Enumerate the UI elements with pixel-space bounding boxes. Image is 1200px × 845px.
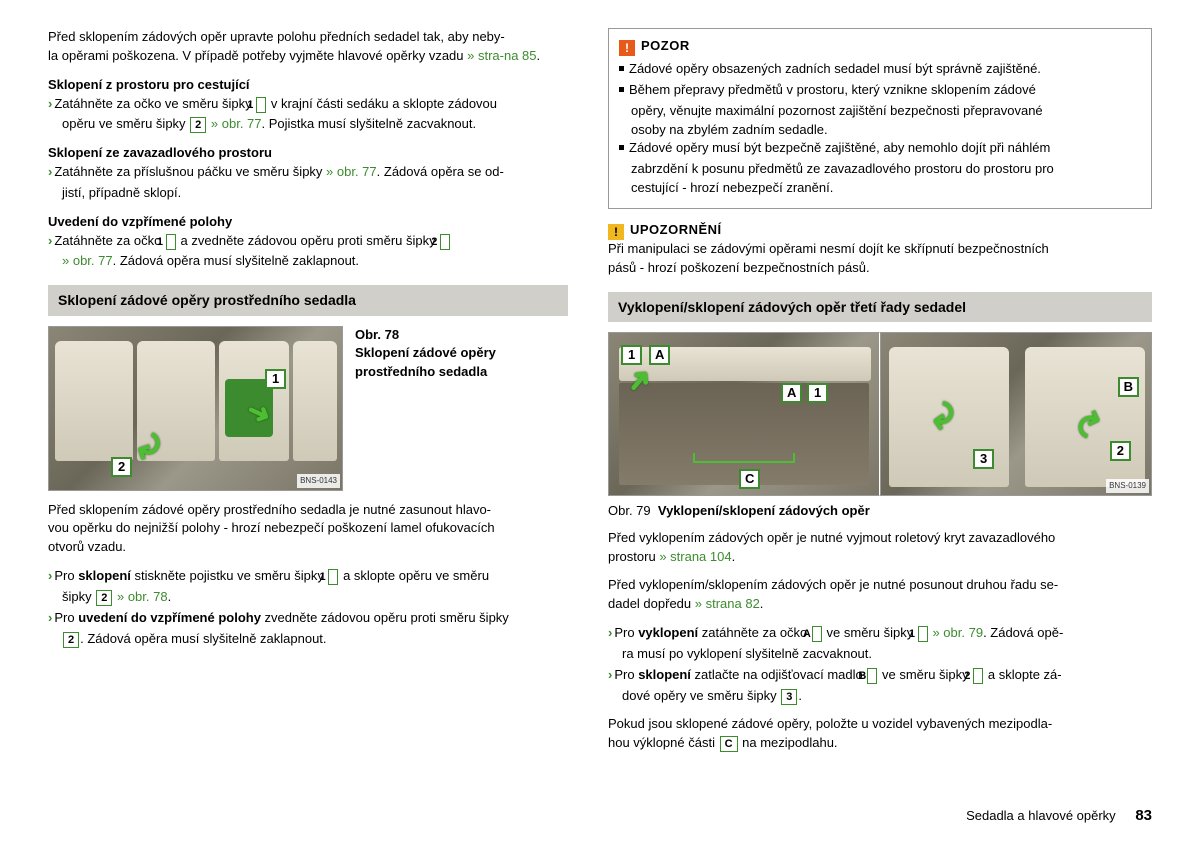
ref-C: C xyxy=(720,736,738,752)
ref-1: 1 xyxy=(918,626,928,642)
notice-icon: ! xyxy=(608,224,624,240)
page-number: 83 xyxy=(1135,807,1152,824)
middle-seat-note: Před sklopením zádové opěry prostředního… xyxy=(48,501,568,558)
left-column: Před sklopením zádových opěr upravte pol… xyxy=(48,28,568,763)
callout-1: 1 xyxy=(265,369,286,389)
ref-2: 2 xyxy=(63,632,79,648)
callout-C: C xyxy=(739,469,760,489)
figure-78-row: 1 ➜ 2 ↷ BNS-0143 Obr. 78 Sklopení zádové… xyxy=(48,326,568,491)
xref-fig77[interactable]: » obr. 77 xyxy=(211,116,262,131)
heading-luggage-area: Sklopení ze zavazadlového prostoru xyxy=(48,144,568,163)
page-footer: Sedadla a hlavové opěrky 83 xyxy=(966,805,1152,827)
figure-79: 1 A A 1 C ➜ B 2 3 ↷ ↷ xyxy=(608,332,1152,521)
figure-79-right: B 2 3 ↷ ↷ BNS-0139 xyxy=(880,332,1152,496)
right-column: !POZOR Zádové opěry obsazených zadních s… xyxy=(608,28,1152,763)
notice-upozorneni: !UPOZORNĚNÍ Při manipulaci se zádovými o… xyxy=(608,221,1152,278)
footer-section: Sedadla a hlavové opěrky xyxy=(966,808,1116,823)
figure-78-title: Sklopení zádové opěry prostředního sedad… xyxy=(355,344,568,382)
heading-upright: Uvedení do vzpřímené polohy xyxy=(48,213,568,232)
figure-78-label: Obr. 78 xyxy=(355,326,568,345)
chevron-icon: › xyxy=(48,164,52,179)
callout-1: 1 xyxy=(807,383,828,403)
xref-fig79[interactable]: » obr. 79 xyxy=(932,625,983,640)
xref-fig77[interactable]: » obr. 77 xyxy=(62,253,113,268)
ref-1: 1 xyxy=(166,234,176,250)
warning-icon: ! xyxy=(619,40,635,56)
section-third-row: Vyklopení/sklopení zádových opěr třetí ř… xyxy=(608,292,1152,322)
section-middle-seat: Sklopení zádové opěry prostředního sedad… xyxy=(48,285,568,315)
page-columns: Před sklopením zádových opěr upravte pol… xyxy=(48,28,1152,763)
third-row-footer: Pokud jsou sklopené zádové opěry, položt… xyxy=(608,715,1152,753)
xref-page104[interactable]: » strana 104 xyxy=(659,549,731,564)
xref-page85[interactable]: » stra-na 85 xyxy=(467,48,536,63)
xref-fig78[interactable]: » obr. 78 xyxy=(117,589,168,604)
step: ›Pro sklopení stiskněte pojistku ve směr… xyxy=(48,567,568,586)
xref-page82[interactable]: » strana 82 xyxy=(695,596,760,611)
callout-2: 2 xyxy=(111,457,132,477)
ref-2: 2 xyxy=(440,234,450,250)
chevron-icon: › xyxy=(48,233,52,248)
figure-code: BNS-0139 xyxy=(1106,479,1149,493)
ref-2: 2 xyxy=(190,117,206,133)
chevron-icon: › xyxy=(48,568,52,583)
step: ›Pro vyklopení zatáhněte za očko A ve sm… xyxy=(608,624,1152,643)
ref-2: 2 xyxy=(96,590,112,606)
chevron-icon: › xyxy=(608,625,612,640)
step: ›Pro uvedení do vzpřímené polohy zvednět… xyxy=(48,609,568,628)
step: ›Zatáhněte za očko 1 a zvedněte zádovou … xyxy=(48,232,568,251)
intro-paragraph: Před sklopením zádových opěr upravte pol… xyxy=(48,28,568,66)
heading-passenger-area: Sklopení z prostoru pro cestující xyxy=(48,76,568,95)
xref-fig77[interactable]: » obr. 77 xyxy=(326,164,377,179)
callout-B: B xyxy=(1118,377,1139,397)
step: ›Zatáhněte za očko ve směru šipky 1 v kr… xyxy=(48,95,568,114)
ref-2: 2 xyxy=(973,668,983,684)
ref-1: 1 xyxy=(256,97,266,113)
step: ›Zatáhněte za příslušnou páčku ve směru … xyxy=(48,163,568,182)
ref-B: B xyxy=(867,668,877,684)
ref-3: 3 xyxy=(781,689,797,705)
warning-pozor: !POZOR Zádové opěry obsazených zadních s… xyxy=(608,28,1152,209)
step: ›Pro sklopení zatlačte na odjišťovací ma… xyxy=(608,666,1152,685)
figure-code: BNS-0143 xyxy=(297,474,340,488)
callout-3: 3 xyxy=(973,449,994,469)
callout-A: A xyxy=(781,383,802,403)
ref-1: 1 xyxy=(328,569,338,585)
figure-78-image: 1 ➜ 2 ↷ BNS-0143 xyxy=(48,326,343,491)
chevron-icon: › xyxy=(48,610,52,625)
chevron-icon: › xyxy=(48,96,52,111)
third-row-note2: Před vyklopením/sklopením zádových opěr … xyxy=(608,576,1152,614)
chevron-icon: › xyxy=(608,667,612,682)
callout-A: A xyxy=(649,345,670,365)
figure-79-caption: Obr. 79 Vyklopení/sklopení zádových opěr xyxy=(608,502,1152,521)
ref-A: A xyxy=(812,626,822,642)
figure-79-left: 1 A A 1 C ➜ xyxy=(608,332,880,496)
third-row-note1: Před vyklopením zádových opěr je nutné v… xyxy=(608,529,1152,567)
